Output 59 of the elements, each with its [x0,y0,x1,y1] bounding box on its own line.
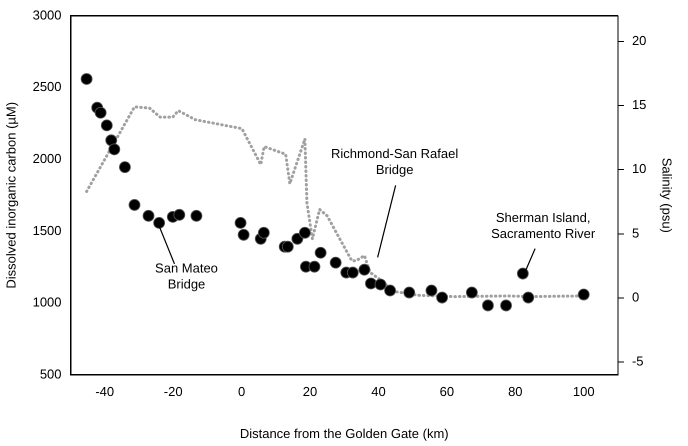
y-axis-title: Dissolved inorganic carbon (µM) [3,102,18,289]
y2-axis-title: Salinity (psu) [660,158,675,233]
point [365,278,377,290]
point [173,208,186,221]
y-tick-label: 3000 [32,7,62,22]
y2-tick-label: 10 [632,161,646,176]
y-tick-label: 500 [40,366,62,382]
point [522,292,534,304]
point [500,300,512,312]
point [119,161,131,174]
point [403,286,416,298]
y2-tick-label: -5 [632,354,644,369]
point [346,266,359,278]
x-tick-label: 20 [302,384,318,400]
point [128,199,140,211]
annotation: San Mateo Bridge [155,260,218,292]
point [358,264,370,276]
y2-tick-label: 5 [632,225,640,240]
point [190,210,202,222]
y-tick-label: 2000 [32,150,62,166]
x-tick-label: -40 [95,384,114,400]
x-tick-label: 40 [371,384,386,400]
point [330,256,342,269]
point [482,300,494,312]
point [426,284,438,296]
point [238,228,250,241]
point [374,278,386,290]
x-tick-label: 60 [440,384,454,400]
point [108,143,120,156]
y2-tick-label: 15 [632,97,646,112]
y-tick-label: 1000 [32,294,62,310]
x-axis-title: Distance from the Golden Gate (km) [240,426,449,441]
y-tick-label: 1500 [32,222,62,238]
point [436,292,448,304]
point [153,216,166,229]
annotation: Richmond-San Rafael Bridge [331,146,458,177]
point [384,284,396,296]
x-tick-label: 100 [572,384,595,400]
point [234,216,246,229]
point [308,260,320,273]
point [94,106,107,119]
point [291,232,304,245]
point [466,286,478,298]
x-tick-label: 0 [238,384,246,400]
point [258,226,270,239]
point [80,73,92,85]
point [142,210,154,222]
y2-tick-label: 20 [632,33,646,48]
point [100,119,113,132]
x-tick-label: 80 [508,384,523,400]
x-tick-label: -20 [164,384,183,400]
point [282,240,294,253]
point [314,246,327,259]
point [105,134,118,146]
y2-tick-label: 0 [632,289,640,304]
point [298,226,311,239]
point [578,288,590,300]
y-tick-label: 2500 [32,79,62,94]
annotation: Sherman Island, Sacramento River [491,210,596,242]
